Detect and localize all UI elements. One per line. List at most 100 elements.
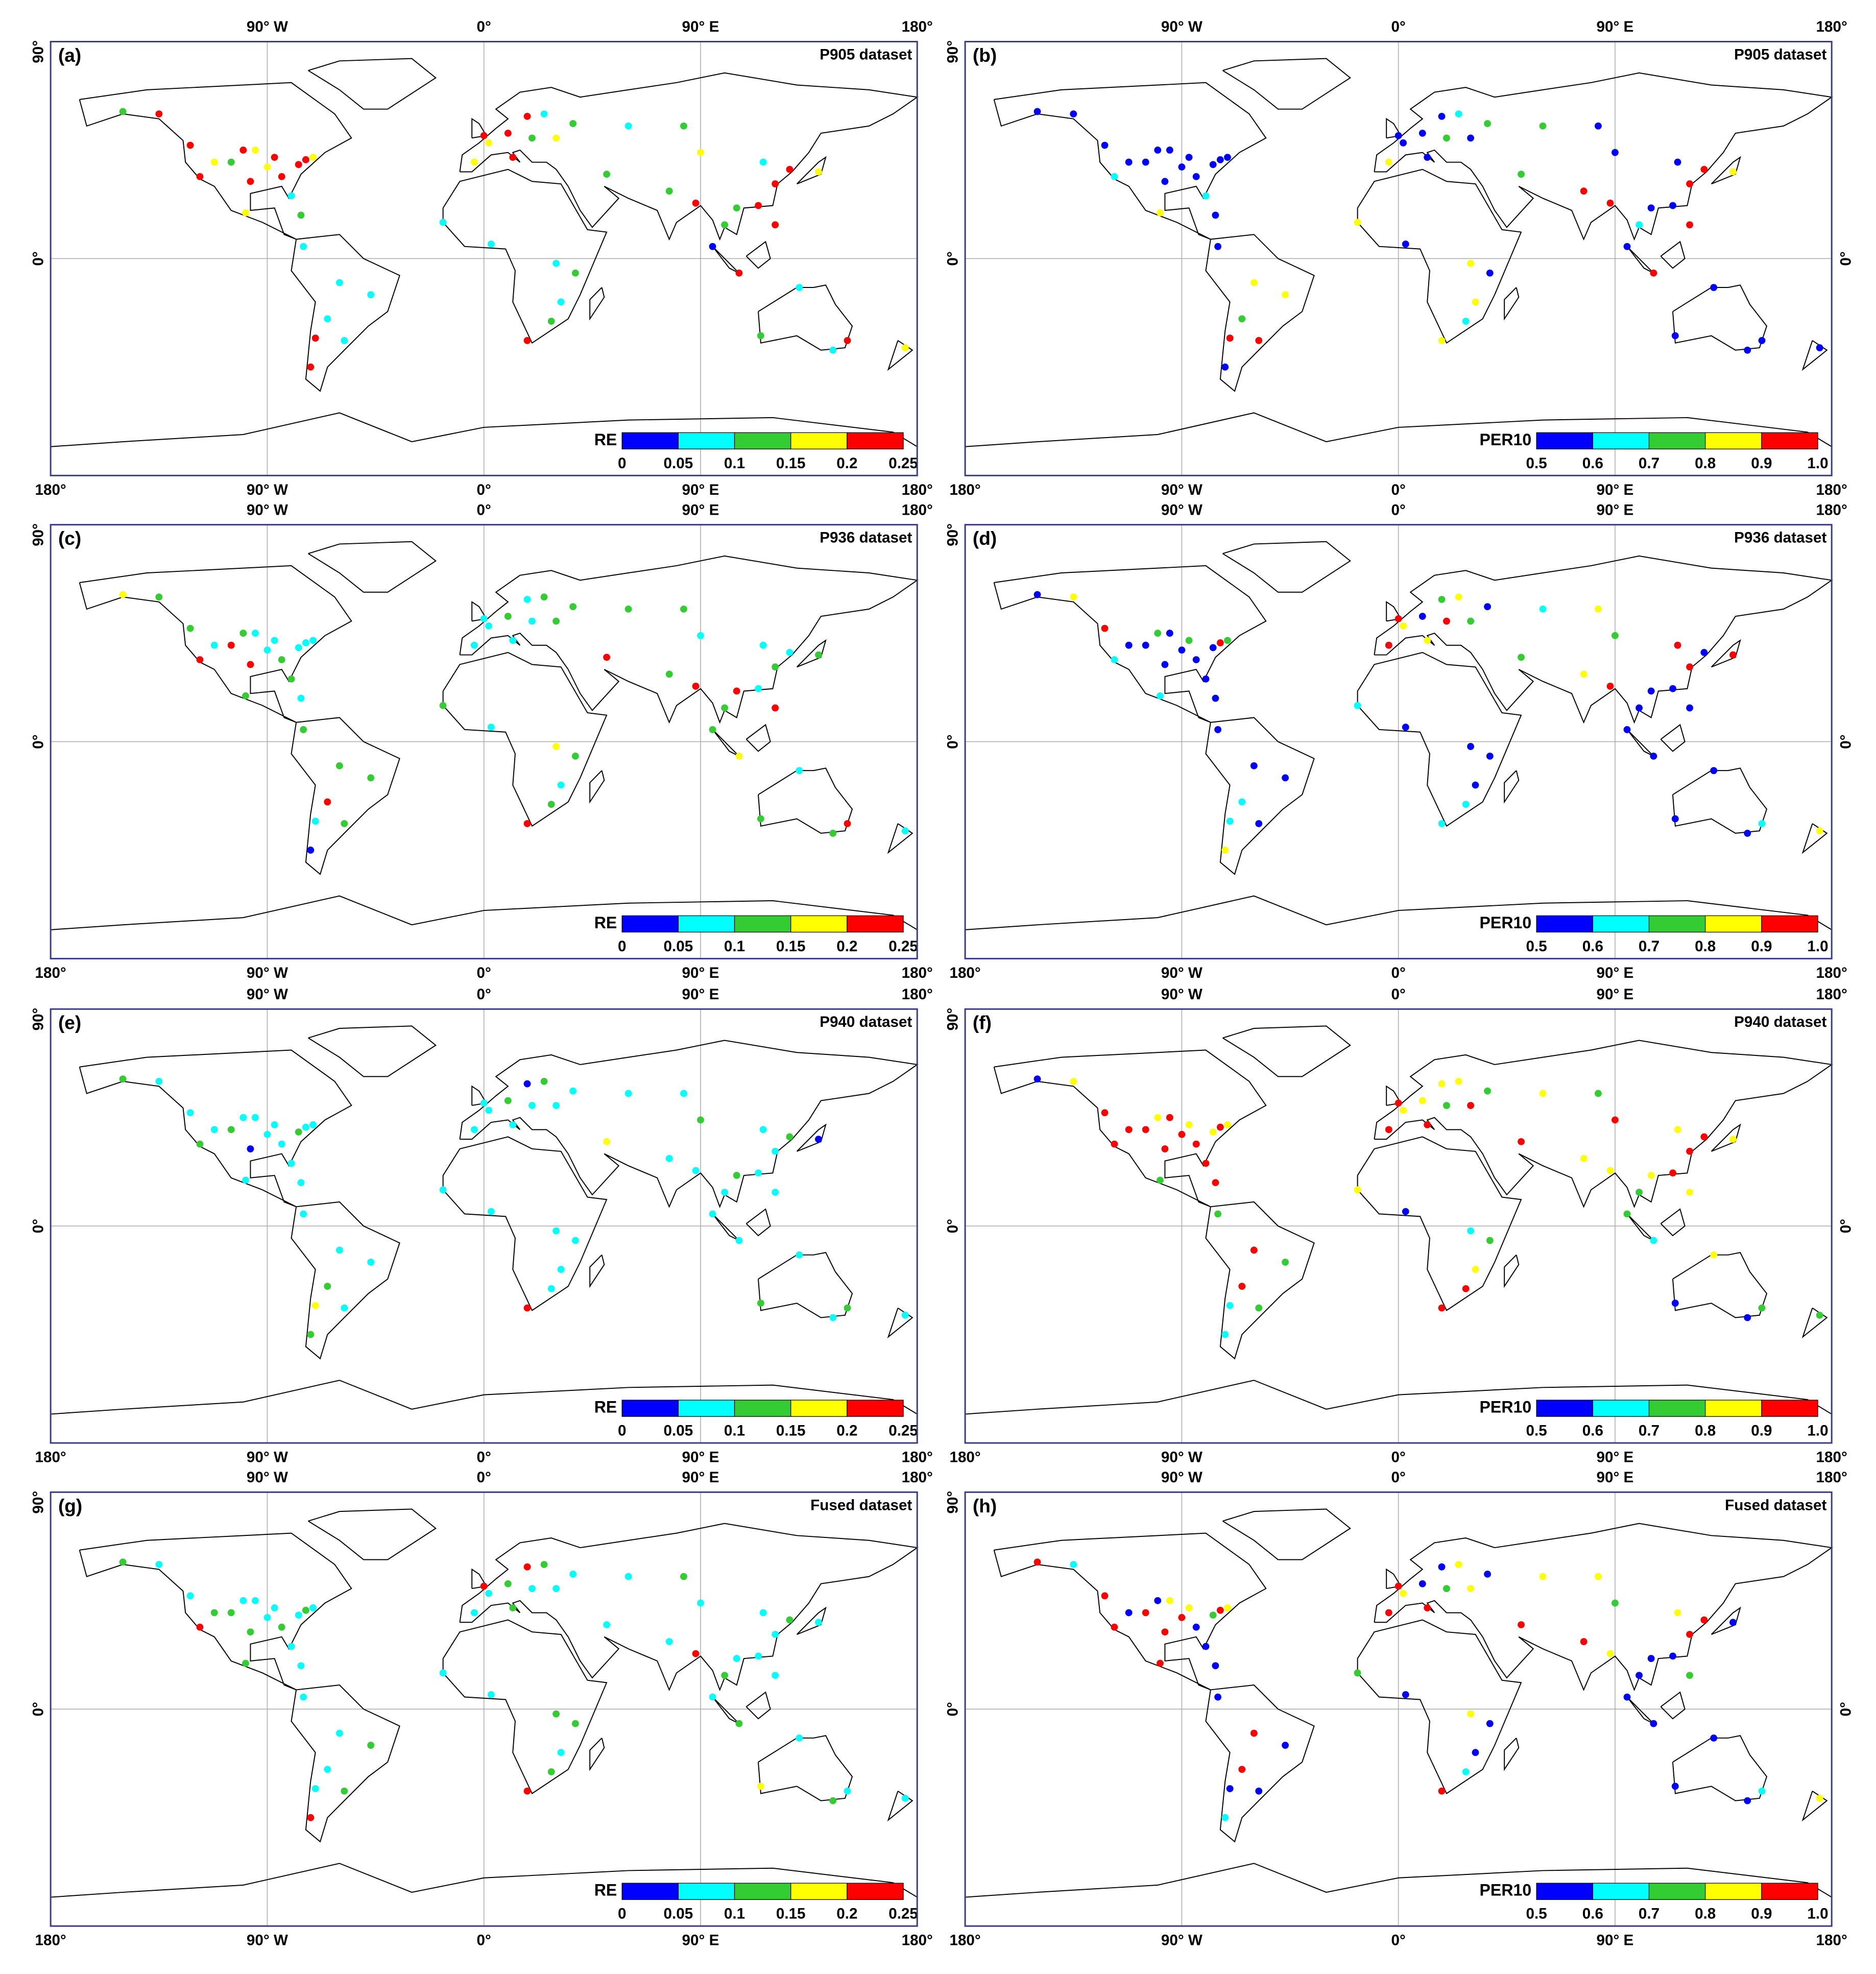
station-point [721, 1189, 729, 1196]
station-point [487, 1208, 495, 1215]
station-point [311, 817, 319, 825]
panel-title: P940 dataset [1734, 1014, 1826, 1030]
map-panel: 180° 90° W 90° W 0° 0° 90° E 90° E 180° 180° 90° 0… [30, 18, 933, 498]
station-point [901, 827, 909, 835]
station-point [1636, 704, 1643, 712]
panel-label: (d) [973, 527, 997, 549]
station-point [1744, 1797, 1751, 1804]
station-point [1192, 173, 1200, 180]
y-tick-label: 0° [30, 734, 47, 749]
station-point [1438, 820, 1446, 827]
station-point [1650, 752, 1657, 760]
colorbar-tick-label: 1.0 [1807, 1423, 1828, 1439]
station-point [1744, 830, 1751, 837]
coastline [993, 1532, 1267, 1691]
station-point [341, 1787, 348, 1795]
x-tick-label: 180° [902, 1449, 933, 1465]
coastline [1626, 1213, 1654, 1241]
station-point [1394, 1582, 1402, 1590]
station-point [1255, 820, 1263, 827]
colorbar-segment [678, 1400, 735, 1417]
station-point [523, 112, 531, 120]
colorbar-segment [678, 432, 735, 450]
coastline [1672, 767, 1768, 834]
station-point [1202, 1643, 1210, 1650]
station-point [757, 815, 764, 823]
map-panel: 180° 90° W 90° W 0° 0° 90° E 90° E 180° 180° 90° 0… [945, 18, 1855, 498]
x-tick-label: 0° [477, 965, 491, 981]
colorbar-tick-label: 0.1 [724, 938, 745, 955]
station-point [1518, 654, 1525, 661]
station-point [697, 149, 704, 156]
colorbar-tick-label: 0.6 [1582, 1906, 1603, 1922]
station-point [1125, 158, 1133, 166]
station-point [295, 644, 302, 652]
station-point [155, 593, 163, 601]
panel-label: (h) [973, 1495, 997, 1516]
colorbar-tick-label: 0.15 [776, 455, 806, 472]
station-point [1250, 762, 1258, 769]
station-point [1418, 613, 1426, 620]
map-frame [964, 41, 1833, 476]
station-point [1385, 641, 1392, 649]
station-point [1402, 1208, 1409, 1215]
station-point [297, 694, 305, 702]
station-point [1580, 670, 1588, 678]
station-point [1612, 632, 1619, 639]
station-point [1539, 605, 1547, 613]
colorbar-segment [847, 915, 904, 933]
colorbar-tick-label: 0.8 [1695, 938, 1716, 955]
station-point [186, 624, 194, 632]
station-point [1623, 726, 1631, 733]
coastline [291, 234, 400, 392]
station-point [901, 1794, 909, 1802]
station-point [844, 1304, 851, 1312]
station-point [1354, 219, 1361, 226]
station-point [1623, 1693, 1631, 1701]
station-point [540, 110, 548, 118]
station-point [1674, 158, 1681, 166]
station-point [1216, 639, 1224, 646]
station-point [1669, 685, 1676, 692]
station-point [1580, 1638, 1588, 1645]
station-point [1216, 156, 1224, 163]
coastline [1660, 1208, 1686, 1237]
station-point [210, 641, 218, 649]
station-point [300, 1693, 307, 1701]
coastline [796, 1606, 827, 1635]
colorbar-segment [847, 432, 904, 450]
station-point [759, 158, 767, 166]
station-point [1438, 1563, 1446, 1571]
colorbar-tick-label: 0.7 [1639, 938, 1659, 955]
station-point [1729, 1136, 1737, 1143]
station-point [523, 1787, 531, 1795]
station-point [242, 1659, 249, 1667]
panel-title: P936 dataset [1734, 529, 1826, 546]
station-point [697, 1599, 704, 1607]
station-point [1462, 318, 1470, 325]
station-point [547, 1768, 555, 1775]
station-point [1636, 1189, 1643, 1196]
station-point [287, 192, 295, 200]
station-point [1674, 641, 1681, 649]
station-point [1192, 1623, 1200, 1631]
x-tick-label: 180° [902, 18, 933, 35]
station-point [786, 1133, 793, 1141]
station-point [1157, 692, 1164, 700]
panel-title: P905 dataset [1734, 46, 1826, 63]
colorbar-label: PER10 [1480, 1881, 1532, 1899]
station-point [119, 1075, 127, 1083]
station-point [1686, 1672, 1693, 1679]
colorbar-segment [734, 1883, 791, 1900]
station-point [439, 702, 447, 709]
station-point [796, 1251, 803, 1259]
colorbar-segment [1536, 915, 1593, 933]
x-tick-label: 90° E [1597, 1469, 1634, 1486]
coastline [442, 1136, 608, 1311]
station-point [1255, 337, 1263, 344]
station-point [692, 683, 700, 690]
colorbar-label: PER10 [1480, 913, 1532, 932]
x-tick-label: 180° [1816, 1469, 1847, 1486]
station-point [263, 163, 271, 171]
